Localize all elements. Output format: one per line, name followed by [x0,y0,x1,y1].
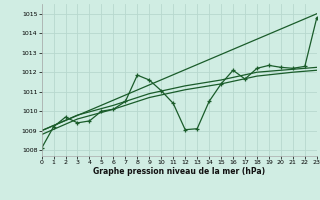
X-axis label: Graphe pression niveau de la mer (hPa): Graphe pression niveau de la mer (hPa) [93,167,265,176]
